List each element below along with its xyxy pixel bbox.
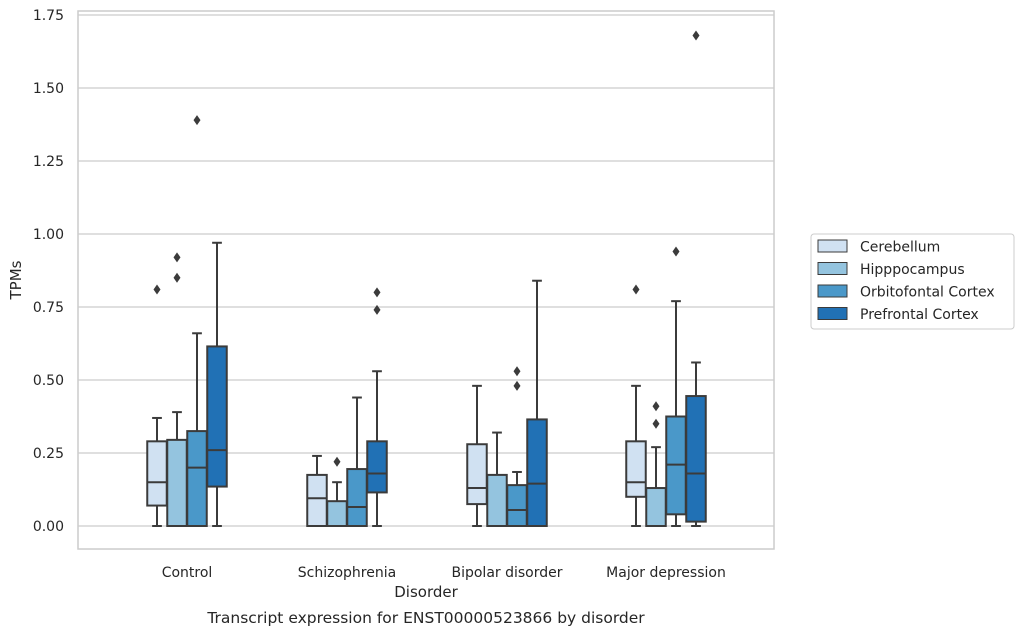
box bbox=[685, 395, 707, 523]
x-tick-labels: Control Schizophrenia Bipolar disorder Majo… bbox=[162, 565, 726, 581]
box bbox=[625, 440, 647, 498]
outlier-point bbox=[173, 272, 181, 283]
box-groups bbox=[146, 30, 707, 528]
box bbox=[326, 500, 348, 527]
legend-label: Cerebellum bbox=[860, 240, 940, 256]
y-tick-labels: 0.00 0.25 0.50 0.75 1.00 1.25 1.50 1.75 bbox=[33, 8, 64, 535]
outlier-point bbox=[333, 456, 341, 467]
legend-swatch bbox=[817, 239, 848, 253]
box-group bbox=[466, 279, 548, 528]
box bbox=[466, 443, 488, 506]
box bbox=[645, 487, 667, 528]
box bbox=[526, 418, 548, 528]
legend-label: Orbitofontal Cortex bbox=[860, 285, 995, 301]
box-group bbox=[306, 287, 388, 527]
box bbox=[186, 430, 208, 528]
y-tick-label: 1.50 bbox=[33, 81, 64, 97]
outlier-point bbox=[672, 246, 680, 257]
outlier-point bbox=[153, 284, 161, 295]
outlier-point bbox=[652, 401, 660, 412]
outlier-point bbox=[513, 366, 521, 377]
box bbox=[366, 440, 388, 494]
x-tick-label: Major depression bbox=[606, 565, 726, 581]
outlier-point bbox=[373, 287, 381, 298]
y-tick-label: 1.25 bbox=[33, 154, 64, 170]
legend-label: Hipppocampus bbox=[860, 262, 965, 278]
box-group bbox=[625, 30, 707, 528]
y-tick-label: 0.50 bbox=[33, 373, 64, 389]
legend-swatch bbox=[817, 307, 848, 320]
box-group bbox=[146, 115, 228, 528]
y-tick-label: 0.25 bbox=[33, 446, 64, 462]
box bbox=[166, 438, 188, 527]
x-axis-title: Disorder bbox=[394, 583, 458, 601]
outlier-point bbox=[513, 380, 521, 391]
box bbox=[206, 345, 228, 488]
x-tick-label: Bipolar disorder bbox=[451, 565, 562, 581]
box bbox=[146, 440, 168, 507]
x-tick-label: Control bbox=[162, 565, 213, 581]
outlier-point bbox=[632, 284, 640, 295]
legend-swatch bbox=[817, 262, 848, 275]
y-axis-title: TPMs bbox=[7, 260, 25, 300]
box bbox=[346, 468, 368, 527]
box bbox=[486, 473, 508, 527]
y-tick-label: 0.00 bbox=[33, 519, 64, 535]
legend-swatch bbox=[817, 284, 848, 298]
outlier-point bbox=[173, 252, 181, 263]
outlier-point bbox=[692, 30, 700, 41]
box bbox=[306, 473, 328, 527]
y-tick-label: 1.75 bbox=[33, 8, 64, 24]
y-tick-label: 1.00 bbox=[33, 227, 64, 243]
plot-area-frame bbox=[77, 10, 775, 550]
legend-frame bbox=[810, 233, 1015, 330]
box bbox=[506, 484, 528, 527]
outlier-point bbox=[373, 304, 381, 315]
legend: Cerebellum Hipppocampus Orbitofontal Corte… bbox=[810, 233, 1015, 330]
legend-label: Prefrontal Cortex bbox=[860, 307, 979, 323]
x-tick-label: Schizophrenia bbox=[298, 565, 396, 581]
outlier-point bbox=[652, 418, 660, 429]
outlier-point bbox=[193, 115, 201, 126]
y-tick-label: 0.75 bbox=[33, 300, 64, 316]
chart-caption: Transcript expression for ENST0000052386… bbox=[206, 609, 645, 627]
